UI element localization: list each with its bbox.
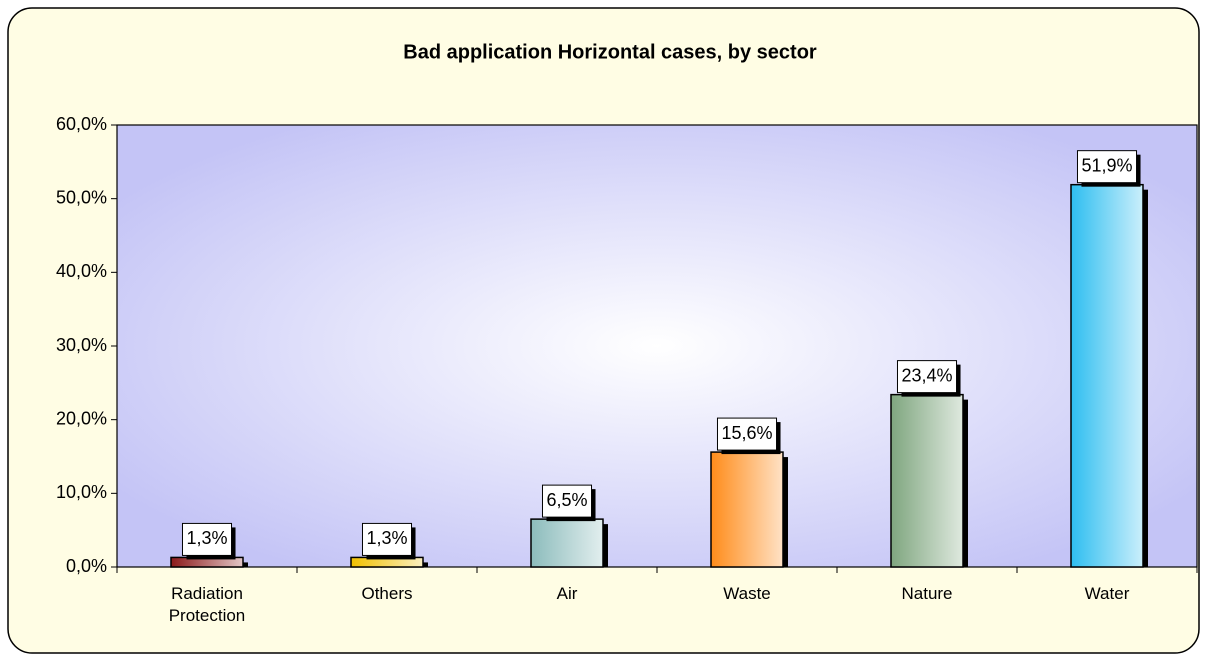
label-box [181, 522, 233, 556]
data-label: 6,5% [546, 490, 587, 510]
y-tick-label: 30,0% [56, 335, 107, 355]
x-tick-label: Water [1084, 584, 1130, 603]
bar [1070, 183, 1144, 568]
y-tick-label: 40,0% [56, 261, 107, 281]
data-label: 1,3% [366, 528, 407, 548]
chart-title: Bad application Horizontal cases, by sec… [403, 41, 817, 63]
label-box [896, 360, 958, 394]
label-box [716, 417, 778, 451]
bar [710, 451, 784, 568]
data-label: 23,4% [901, 365, 952, 385]
data-label: 51,9% [1081, 155, 1132, 175]
y-tick-label: 0,0% [66, 556, 107, 576]
y-tick-label: 10,0% [56, 482, 107, 502]
x-tick-label: Others [361, 584, 413, 603]
x-tick-label: Waste [723, 584, 771, 603]
y-tick-label: 60,0% [56, 114, 107, 134]
x-tick-label: Air [556, 584, 578, 603]
y-tick-label: 50,0% [56, 187, 107, 207]
plot-area [116, 124, 1198, 568]
label-box [361, 522, 413, 556]
data-label: 15,6% [721, 423, 772, 443]
label-box [1076, 150, 1138, 184]
bar [530, 518, 604, 568]
data-label: 1,3% [186, 528, 227, 548]
label-box [541, 484, 593, 518]
bar [890, 393, 964, 568]
x-tick-label: Radiation Protection [168, 584, 246, 625]
y-tick-label: 20,0% [56, 408, 107, 428]
x-tick-label: Nature [901, 584, 953, 603]
